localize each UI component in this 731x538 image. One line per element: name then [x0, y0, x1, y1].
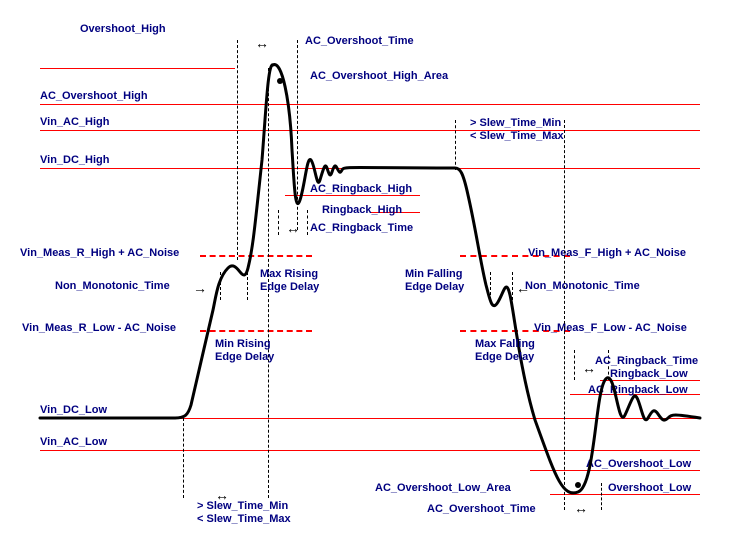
arrow-icon: ↔ — [574, 500, 588, 516]
annotation-label: AC_Overshoot_Time — [427, 503, 536, 515]
annotation-label: Min Falling — [405, 268, 462, 280]
arrow-icon: ↔ — [255, 35, 269, 51]
annotation-label: Non_Monotonic_Time — [525, 280, 640, 292]
annotation-label: > Slew_Time_Min — [197, 500, 288, 512]
annotation-label: < Slew_Time_Max — [197, 513, 291, 525]
annotation-label: Edge Delay — [215, 351, 274, 363]
annotation-label: AC_Overshoot_Low_Area — [375, 482, 511, 494]
annotation-label: Edge Delay — [475, 351, 534, 363]
annotation-label: Max Falling — [475, 338, 535, 350]
area-dot-icon — [277, 78, 283, 84]
arrow-icon: ← — [516, 280, 530, 296]
annotation-label: Edge Delay — [260, 281, 319, 293]
arrow-icon: ↔ — [582, 360, 596, 376]
arrow-icon: → — [193, 280, 207, 296]
area-dot-icon — [575, 482, 581, 488]
annotation-label: AC_Overshoot_Time — [305, 35, 414, 47]
annotation-label: AC_Ringback_Time — [595, 355, 698, 367]
annotation-label: Min Rising — [215, 338, 271, 350]
annotation-label: Max Rising — [260, 268, 318, 280]
annotation-label: Edge Delay — [405, 281, 464, 293]
annotation-label: AC_Ringback_Time — [310, 222, 413, 234]
annotation-label: < Slew_Time_Max — [470, 130, 564, 142]
annotation-label: Non_Monotonic_Time — [55, 280, 170, 292]
annotation-label: > Slew_Time_Min — [470, 117, 561, 129]
arrow-icon: ↔ — [215, 487, 229, 503]
annotation-label: AC_Overshoot_High_Area — [310, 70, 448, 82]
arrow-icon: ↔ — [286, 220, 300, 236]
